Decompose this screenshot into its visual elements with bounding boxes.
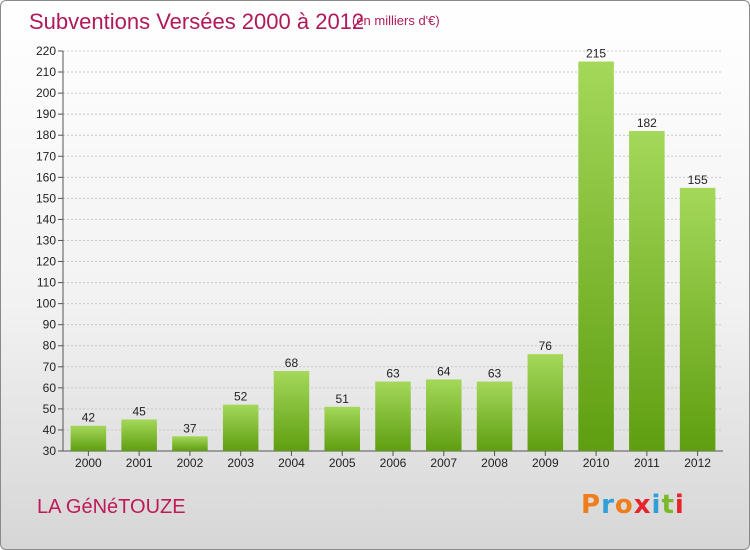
bar-2005 — [324, 406, 360, 451]
y-tick-label: 190 — [36, 107, 56, 121]
bar-2002 — [172, 436, 208, 451]
value-label: 37 — [183, 421, 197, 435]
x-tick-label: 2012 — [684, 456, 711, 470]
logo-letter: i — [651, 490, 662, 520]
bar-2009 — [527, 354, 564, 451]
x-tick-label: 2000 — [75, 456, 102, 470]
y-tick-label: 150 — [36, 191, 56, 205]
bar-2010 — [578, 61, 614, 452]
value-label: 63 — [386, 367, 400, 381]
bar-2007 — [426, 379, 462, 451]
x-tick-label: 2011 — [634, 456, 660, 470]
x-tick-label: 2004 — [278, 456, 305, 470]
value-label: 63 — [488, 367, 502, 381]
value-label: 45 — [132, 404, 146, 418]
logo-letter: t — [661, 490, 675, 520]
y-tick-label: 60 — [43, 381, 57, 395]
y-tick-label: 220 — [36, 44, 56, 58]
value-label: 215 — [586, 47, 606, 61]
y-tick-label: 120 — [36, 255, 56, 269]
value-label: 68 — [285, 356, 299, 370]
x-tick-label: 2003 — [227, 456, 254, 470]
x-tick-label: 2002 — [177, 456, 204, 470]
y-tick-label: 140 — [36, 212, 56, 226]
value-label: 182 — [637, 116, 657, 130]
value-label: 51 — [336, 392, 350, 406]
logo-letter: i — [674, 490, 685, 520]
labels: 30 40 50 60 70 80 90 100 110 120 130 140 150 160 170 18… — [36, 44, 711, 470]
y-tick-label: 90 — [43, 318, 57, 332]
y-tick-label: 110 — [37, 276, 56, 290]
x-tick-label: 2007 — [430, 456, 457, 470]
value-label: 76 — [539, 339, 553, 353]
y-tick-label: 130 — [36, 233, 56, 247]
proxiti-logo: Proxiti — [581, 490, 685, 520]
bar-2008 — [476, 381, 513, 451]
x-tick-label: 2008 — [481, 456, 508, 470]
x-tick-label: 2001 — [126, 456, 153, 470]
y-tick-label: 180 — [36, 128, 56, 142]
y-tick-label: 70 — [43, 360, 57, 374]
value-label: 42 — [82, 411, 96, 425]
grid-lines — [63, 50, 723, 431]
y-tick-label: 40 — [43, 423, 57, 437]
y-tick-label: 160 — [36, 170, 56, 184]
logo-letter: o — [614, 490, 634, 520]
commune-name: LA GéNéTOUZE — [37, 496, 186, 518]
bar-2012 — [679, 187, 716, 451]
logo-letter: r — [601, 490, 615, 520]
x-tick-label: 2010 — [583, 456, 610, 470]
y-tick-label: 200 — [36, 86, 56, 100]
chart-subtitle: (en milliers d'€) — [352, 13, 440, 28]
bar-2006 — [375, 381, 411, 451]
bar-2004 — [273, 371, 310, 451]
y-tick-label: 210 — [36, 65, 56, 79]
y-tick-label: 30 — [43, 444, 57, 458]
y-tick-label: 170 — [36, 149, 56, 163]
y-tick-label: 80 — [43, 339, 57, 353]
logo-letter: P — [581, 490, 602, 520]
y-tick-label: 100 — [36, 297, 56, 311]
bars — [70, 61, 716, 452]
x-tick-label: 2006 — [380, 456, 407, 470]
bar-2003 — [222, 404, 259, 451]
chart-title: Subventions Versées 2000 à 2012 — [29, 9, 365, 34]
y-tick-label: 50 — [43, 402, 57, 416]
x-tick-label: 2009 — [532, 456, 559, 470]
bar-2001 — [121, 419, 157, 451]
value-label: 155 — [688, 173, 708, 187]
x-tick-label: 2005 — [329, 456, 356, 470]
value-label: 52 — [234, 390, 248, 404]
value-label: 64 — [437, 364, 451, 378]
bar-2000 — [70, 425, 107, 451]
logo-letter: x — [633, 490, 652, 520]
bar-2011 — [629, 131, 665, 451]
